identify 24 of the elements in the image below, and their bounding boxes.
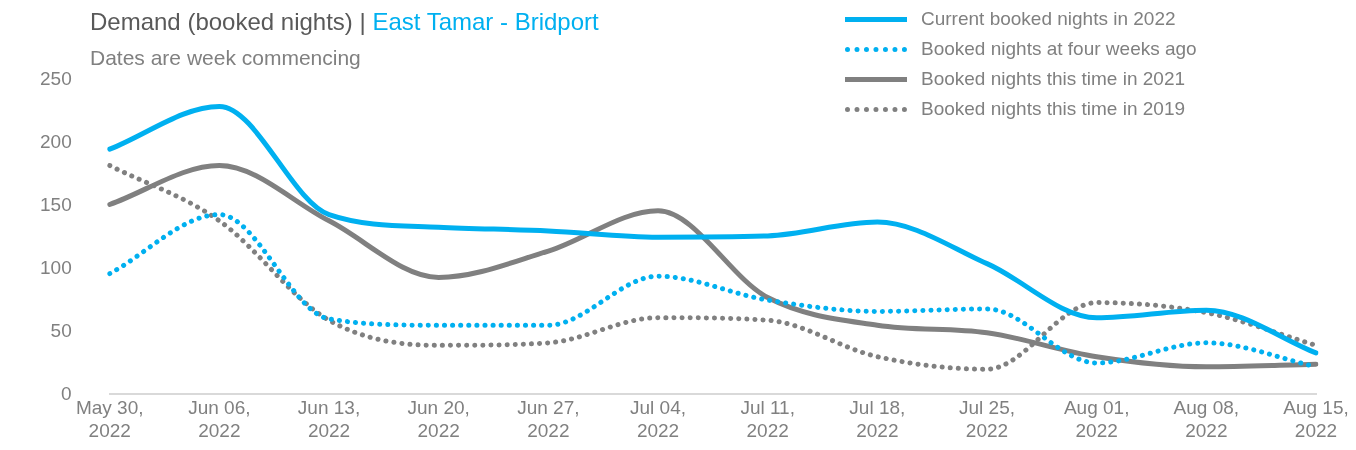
x-tick-label: Aug 15, 2022 bbox=[1283, 397, 1349, 441]
legend-label: Booked nights this time in 2019 bbox=[921, 98, 1186, 120]
x-tick-label: May 30, 2022 bbox=[75, 397, 144, 441]
x-tick-label: Aug 08, 2022 bbox=[1173, 397, 1240, 441]
x-tick-label: Jun 27, 2022 bbox=[517, 397, 580, 441]
x-tick-label: Jun 06, 2022 bbox=[188, 397, 251, 441]
legend-label: Current booked nights in 2022 bbox=[921, 8, 1176, 30]
x-tick-label: Jul 04, 2022 bbox=[630, 397, 687, 441]
x-tick-label: Jul 25, 2022 bbox=[959, 397, 1015, 441]
x-tick-label: Jun 13, 2022 bbox=[297, 397, 361, 441]
x-tick-label: Aug 01, 2022 bbox=[1063, 397, 1130, 441]
x-tick-label: Jul 18, 2022 bbox=[849, 397, 906, 441]
x-tick-label: Jun 20, 2022 bbox=[407, 397, 470, 441]
y-tick-label: 200 bbox=[40, 131, 72, 153]
y-tick-label: 100 bbox=[40, 256, 72, 278]
legend-label: Booked nights at four weeks ago bbox=[921, 38, 1197, 60]
y-tick-label: 250 bbox=[40, 68, 72, 90]
y-tick-label: 150 bbox=[40, 193, 72, 215]
chart-subtitle: Dates are week commencing bbox=[90, 46, 361, 70]
y-tick-label: 50 bbox=[50, 319, 72, 341]
legend-label: Booked nights this time in 2021 bbox=[921, 68, 1186, 90]
chart-title: Demand (booked nights) | East Tamar - Bridport bbox=[90, 8, 599, 35]
y-tick-label: 0 bbox=[61, 382, 72, 404]
x-tick-label: Jul 11, 2022 bbox=[740, 397, 795, 441]
